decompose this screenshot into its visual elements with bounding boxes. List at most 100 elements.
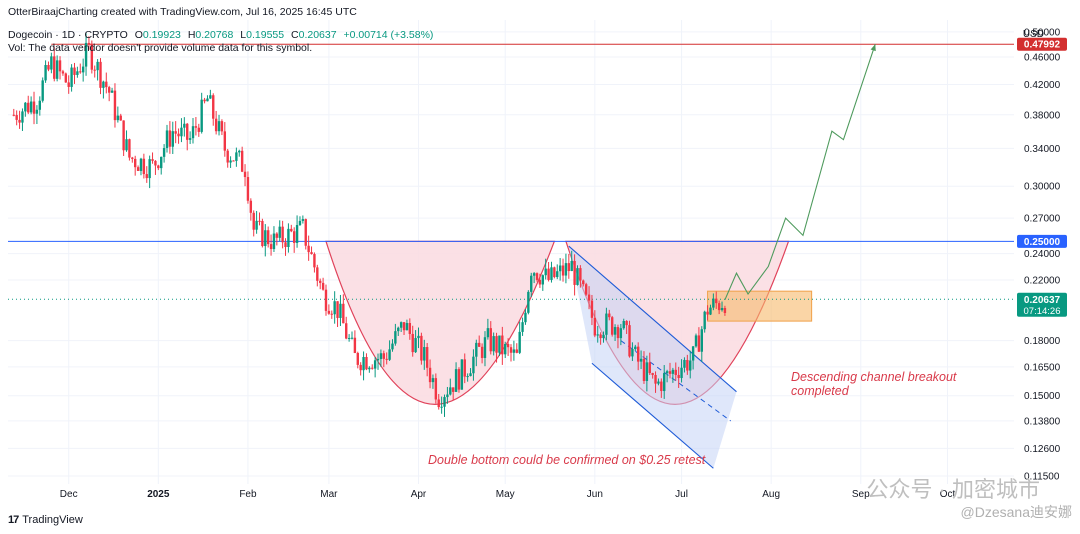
candle-body <box>431 378 435 383</box>
candle-body <box>281 226 284 243</box>
candle-body <box>593 317 597 336</box>
candle-body <box>304 219 307 246</box>
candle-body <box>73 67 76 75</box>
candle-body <box>590 300 594 318</box>
candle-body <box>376 358 380 361</box>
candle-body <box>35 109 39 114</box>
candle-body <box>249 200 253 213</box>
y-tick-label: 0.24000 <box>1024 249 1061 260</box>
candle-body <box>518 331 521 353</box>
candle-body <box>327 310 331 314</box>
candle-body <box>44 65 47 81</box>
candle-body <box>295 225 299 243</box>
candle-body <box>469 373 472 377</box>
tradingview-logo[interactable]: 17 TradingView <box>8 514 83 526</box>
candle-body <box>541 275 544 285</box>
candle-body <box>428 367 432 383</box>
candle-body <box>535 273 539 280</box>
candle-body <box>220 121 224 132</box>
high-value: 0.20768 <box>195 29 234 41</box>
candle-body <box>217 121 221 132</box>
y-tick-label: 0.42000 <box>1024 80 1061 91</box>
candle-body <box>466 376 469 378</box>
candle-body <box>133 158 137 168</box>
y-tick-label: 0.15000 <box>1024 391 1061 402</box>
symbol-name[interactable]: Dogecoin · 1D · CRYPTO <box>8 29 128 41</box>
candle-body <box>610 317 614 335</box>
tradingview-brand: TradingView <box>22 514 83 526</box>
x-tick-label: Aug <box>762 489 780 500</box>
y-tick-label: 0.38000 <box>1024 110 1061 121</box>
y-tick-label: 0.16500 <box>1024 362 1061 373</box>
candle-body <box>636 346 640 362</box>
candle-body <box>527 291 530 313</box>
candle-body <box>434 378 438 400</box>
candle-body <box>292 231 296 243</box>
candle-body <box>596 334 599 336</box>
candle-body <box>119 115 122 121</box>
grid <box>8 20 1014 484</box>
close-label: C <box>291 29 299 41</box>
candle-body <box>125 139 128 151</box>
candle-body <box>266 230 270 245</box>
candle-body <box>443 397 446 407</box>
candle-body <box>310 252 313 255</box>
candle-body <box>162 148 166 157</box>
candle-body <box>371 367 374 369</box>
candle-body <box>530 275 533 292</box>
candle-body <box>58 60 62 72</box>
candle-body <box>697 335 701 352</box>
candle-body <box>720 308 724 311</box>
candles <box>12 33 727 417</box>
x-tick-label: Apr <box>411 489 427 500</box>
candle-body <box>255 220 258 230</box>
candle-body <box>576 268 579 285</box>
candle-body <box>347 337 351 339</box>
candle-body <box>171 131 174 147</box>
candle-body <box>345 323 348 339</box>
candle-body <box>645 362 649 381</box>
candle-body <box>53 56 56 79</box>
x-tick-label: Mar <box>320 489 338 500</box>
candle-body <box>625 320 628 326</box>
candle-body <box>608 313 611 318</box>
candle-body <box>512 349 516 353</box>
projection-arrowhead <box>870 44 876 52</box>
candle-body <box>298 220 302 226</box>
candle-body <box>151 159 154 161</box>
candle-body <box>451 387 455 392</box>
candle-body <box>425 347 429 368</box>
candle-body <box>316 267 319 281</box>
candle-body <box>394 331 397 344</box>
candle-body <box>480 346 484 358</box>
candle-body <box>515 349 518 353</box>
candle-body <box>680 367 683 379</box>
candle-body <box>538 279 542 285</box>
y-tick-label: 0.46000 <box>1024 53 1061 64</box>
candle-body <box>18 119 21 123</box>
y-tick-label: 0.27000 <box>1024 214 1061 225</box>
candle-body <box>388 349 391 360</box>
candle-body <box>657 381 660 384</box>
candle-body <box>495 336 498 353</box>
candle-body <box>15 115 18 120</box>
candle-body <box>642 358 646 381</box>
candle-body <box>333 301 336 315</box>
candle-body <box>278 226 281 238</box>
price-tag <box>1017 292 1067 317</box>
candle-body <box>145 174 148 179</box>
watermark-handle: @Dzesana迪安娜 <box>960 504 1072 520</box>
candle-body <box>550 267 553 280</box>
candle-body <box>128 139 131 158</box>
candle-body <box>191 126 195 139</box>
candle-body <box>157 165 160 169</box>
candle-body <box>504 343 507 355</box>
candle-body <box>648 362 651 374</box>
candle-body <box>660 381 663 392</box>
candle-body <box>61 71 65 74</box>
y-tick-label: 0.50000 <box>1024 27 1061 38</box>
candle-body <box>368 367 371 370</box>
candle-body <box>628 325 631 357</box>
candle-body <box>460 359 464 390</box>
